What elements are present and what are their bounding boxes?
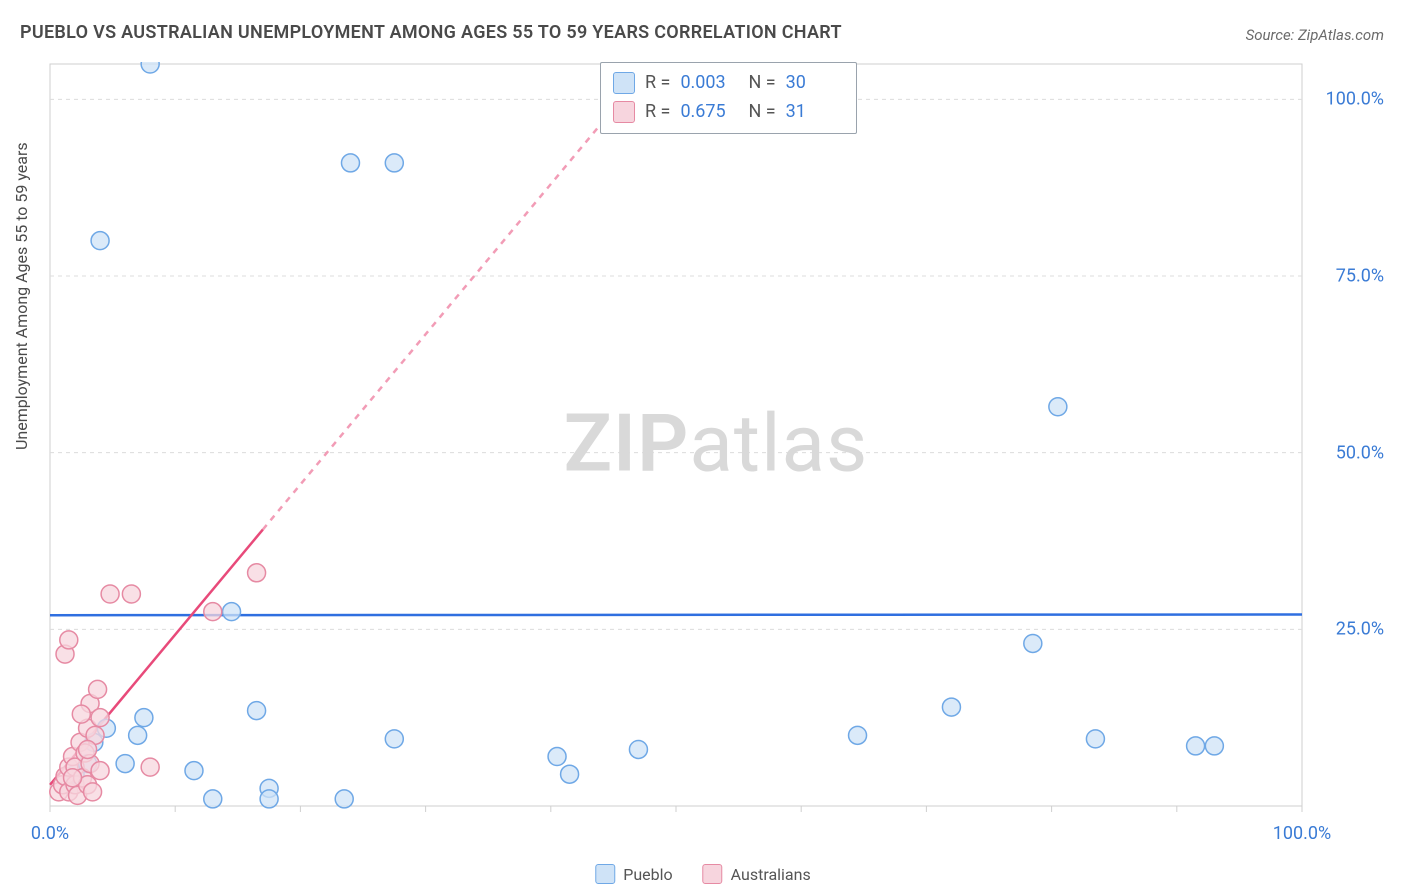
legend-label: Pueblo — [623, 865, 672, 884]
legend-item-australians: Australians — [703, 864, 811, 884]
x-tick: 100.0% — [1273, 823, 1331, 844]
plot-area: ZIPatlas R =0.003N =30R =0.675N =31 25.0… — [48, 62, 1384, 840]
y-tick: 50.0% — [1314, 442, 1384, 463]
r-label: R = — [645, 69, 670, 98]
swatch-australians — [613, 101, 635, 123]
legend-label: Australians — [731, 865, 811, 884]
corr-row-australians: R = 0.675 N = 31 — [613, 98, 844, 127]
n-value-australians: 31 — [786, 98, 844, 127]
scatter-svg — [48, 62, 1384, 840]
corr-row-pueblo: R = 0.003 N = 30 — [613, 69, 844, 98]
y-axis-label: Unemployment Among Ages 55 to 59 years — [12, 142, 31, 450]
x-tick: 0.0% — [31, 823, 69, 844]
n-value-pueblo: 30 — [786, 69, 844, 98]
source-label: Source: ZipAtlas.com — [1246, 26, 1384, 44]
correlation-legend: R = 0.003 N = 30 R = 0.675 N = 31 — [600, 62, 857, 134]
chart-title: PUEBLO VS AUSTRALIAN UNEMPLOYMENT AMONG … — [20, 22, 842, 43]
y-tick: 100.0% — [1314, 89, 1384, 110]
legend-item-pueblo: Pueblo — [595, 864, 672, 884]
series-legend: Pueblo Australians — [595, 864, 810, 884]
legend-swatch — [703, 864, 723, 884]
n-label: N = — [748, 98, 775, 127]
r-value-pueblo: 0.003 — [680, 69, 738, 98]
y-tick: 75.0% — [1314, 266, 1384, 287]
y-tick: 25.0% — [1314, 619, 1384, 640]
n-label: N = — [748, 69, 775, 98]
r-value-australians: 0.675 — [680, 98, 738, 127]
chart-container: PUEBLO VS AUSTRALIAN UNEMPLOYMENT AMONG … — [0, 0, 1406, 892]
r-label: R = — [645, 98, 670, 127]
swatch-pueblo — [613, 72, 635, 94]
legend-swatch — [595, 864, 615, 884]
